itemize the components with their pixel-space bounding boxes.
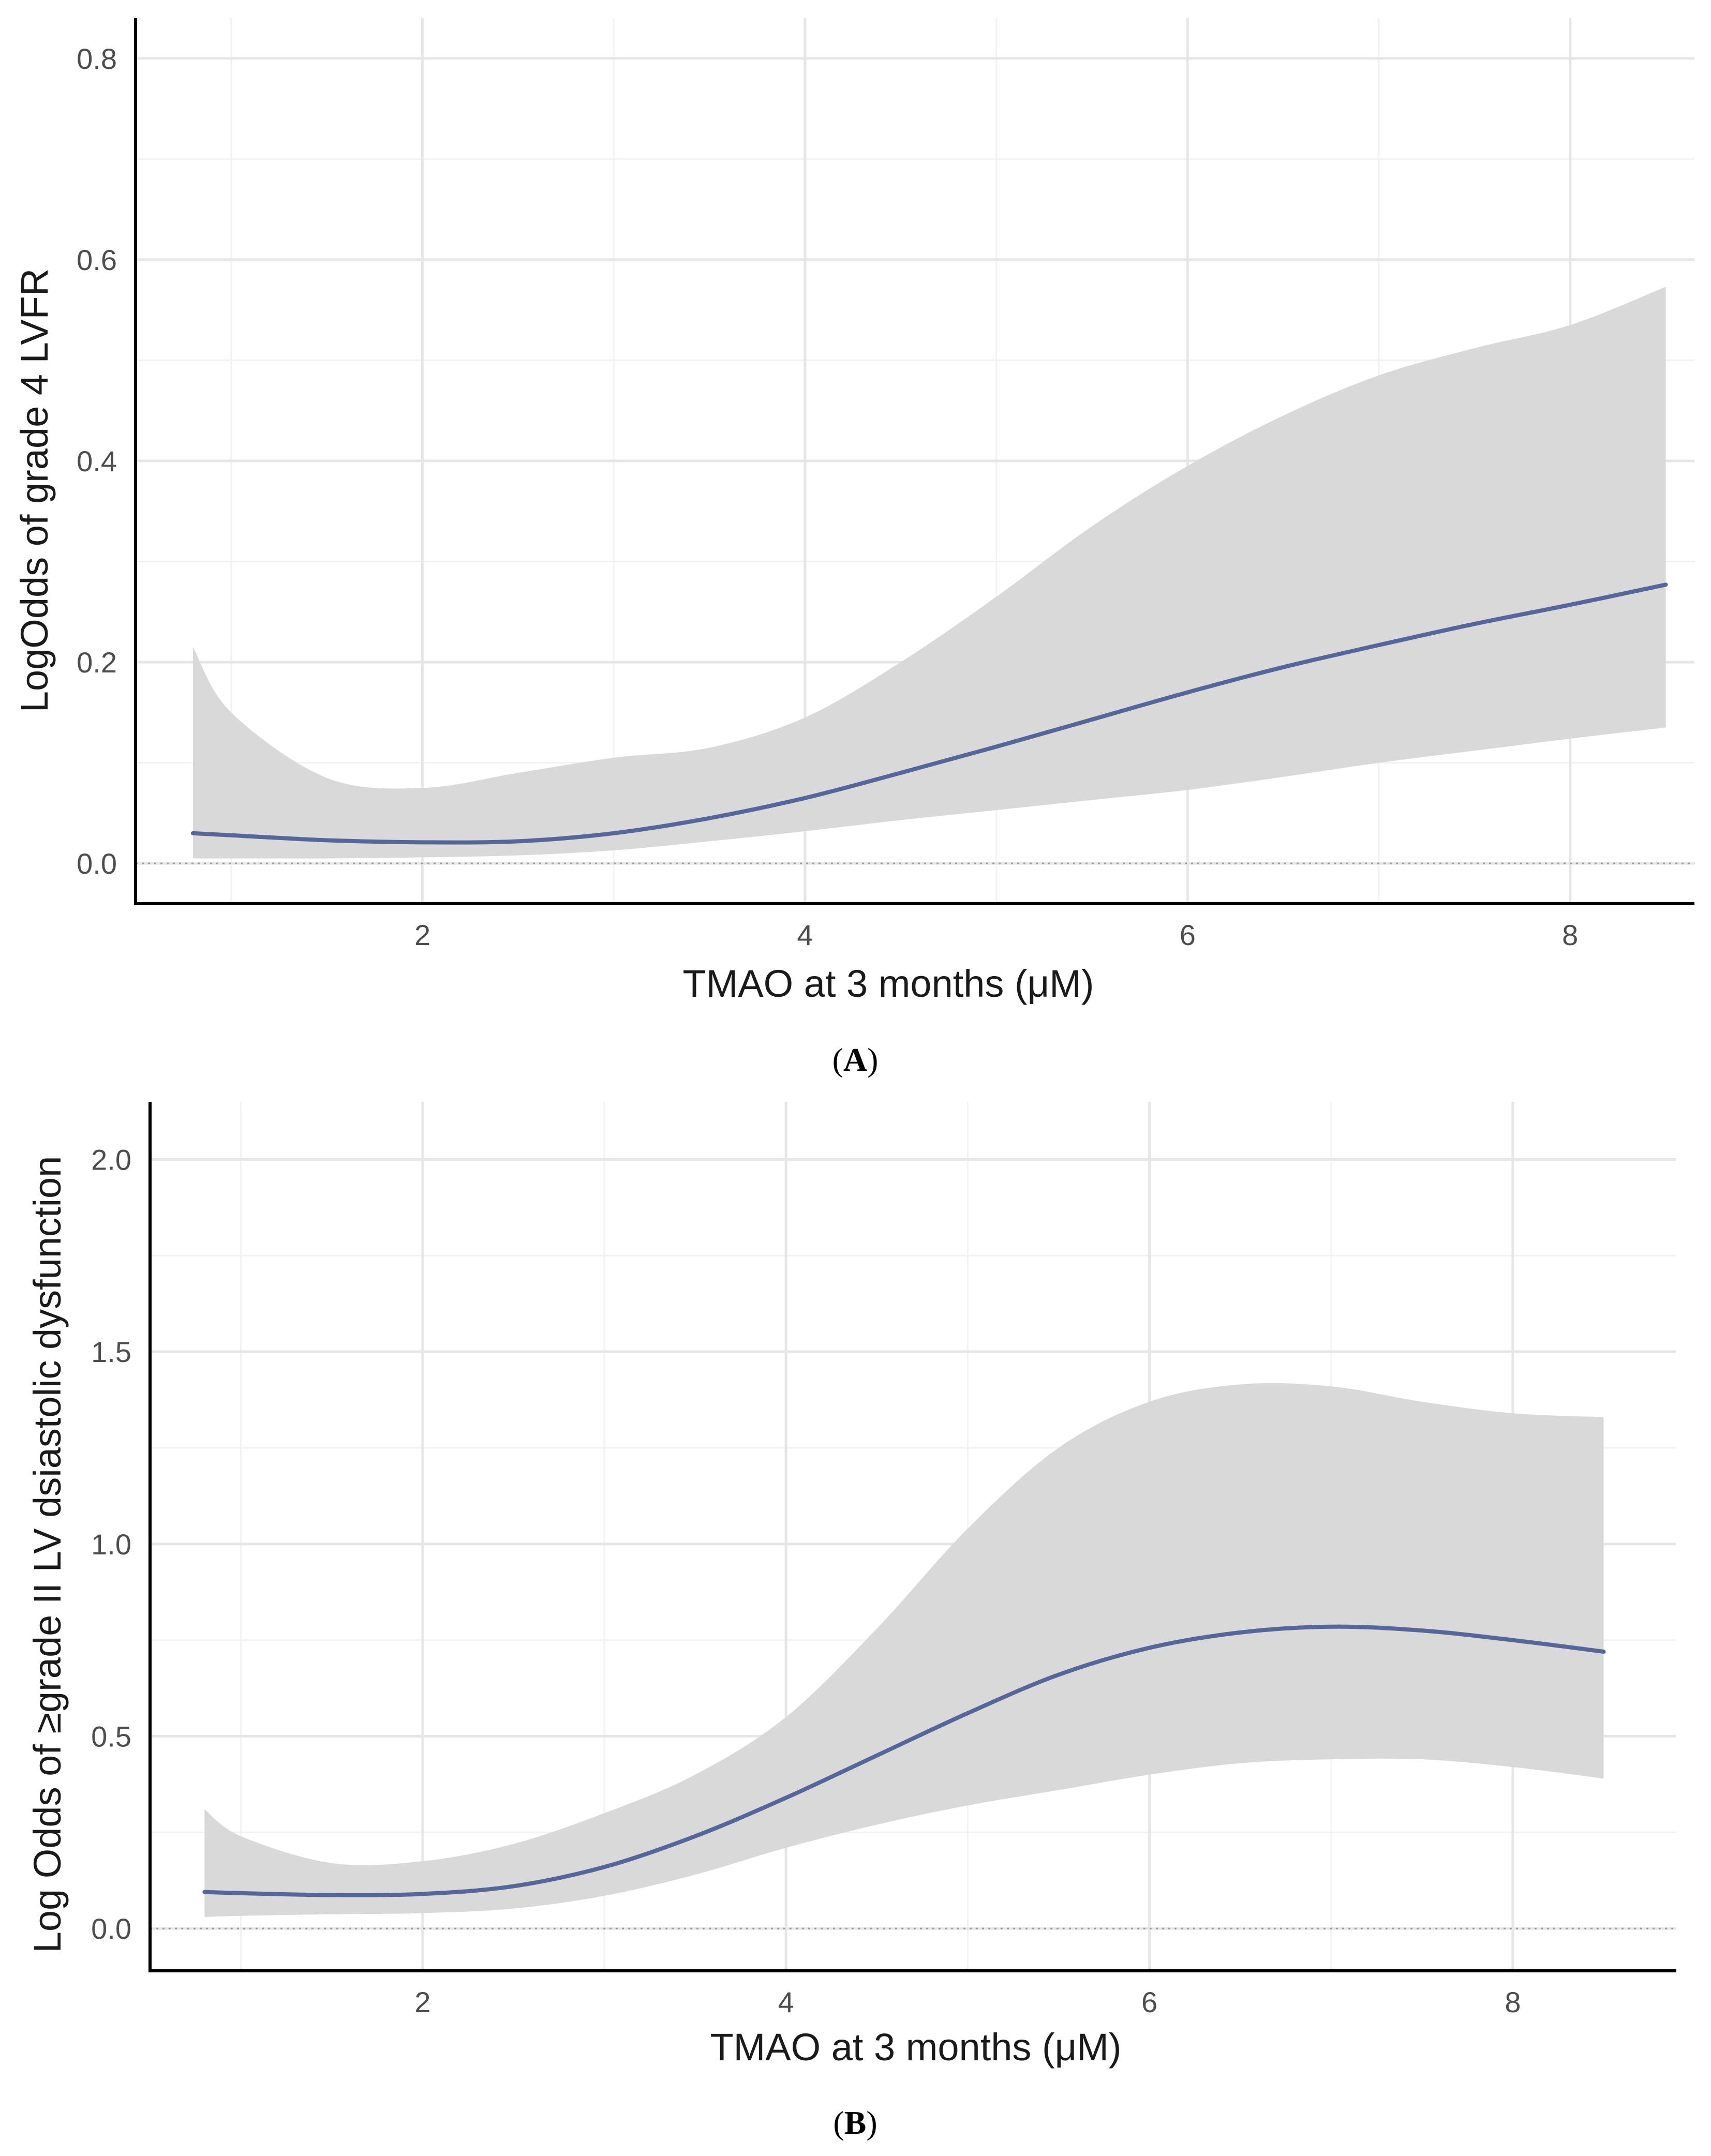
panel-a-x-tick-label: 6 <box>1180 919 1196 951</box>
panel-b-x-tick-label: 6 <box>1141 1986 1157 2018</box>
panel-b-letter: B <box>844 2104 867 2141</box>
panel-a-x-tick-label: 8 <box>1562 919 1578 951</box>
panel-b-estimate-line <box>202 1624 1606 1897</box>
chart-panel-a: 2 4 6 8 0.0 0.2 0.4 0.6 0.8 TMAO at 3 months (μM… <box>13 18 1694 1078</box>
panel-a-y-tick-label: 0.8 <box>77 42 117 75</box>
panel-b-y-tick-label: 1.0 <box>91 1528 131 1561</box>
panel-a-y-tick-label: 0.0 <box>77 847 117 880</box>
panel-a-axes <box>134 18 1694 905</box>
panel-a-letter: A <box>843 1041 867 1078</box>
panel-a-y-axis-title: LogOdds of grade 4 LVFR <box>13 268 56 712</box>
panel-a-y-tick-label: 0.6 <box>77 244 117 276</box>
panel-b-tick-labels: 2 4 6 8 0.0 0.5 1.0 1.5 2.0 <box>91 1144 1521 2018</box>
panel-a-x-axis-title: TMAO at 3 months (μM) <box>682 962 1094 1005</box>
panel-b-axes <box>148 1102 1676 1972</box>
panel-b-y-tick-label: 0.5 <box>91 1720 131 1753</box>
panel-a-x-tick-label: 4 <box>797 919 813 951</box>
panel-b-confidence-band <box>204 1383 1604 1917</box>
panel-a-confidence-band <box>192 287 1666 859</box>
panel-b-x-axis-title: TMAO at 3 months (μM) <box>710 2026 1121 2069</box>
panel-a-tick-labels: 2 4 6 8 0.0 0.2 0.4 0.6 0.8 <box>77 42 1578 951</box>
panel-b-x-tick-label: 2 <box>414 1986 430 2018</box>
panel-b-y-axis-title: Log Odds of ≥grade II LV dsiastolic dysf… <box>26 1156 69 1953</box>
chart-panel-b: 2 4 6 8 0.0 0.5 1.0 1.5 2.0 TMAO at 3 months (μM… <box>26 1102 1676 2141</box>
panel-b-x-tick-label: 4 <box>778 1986 794 2018</box>
panel-b-y-tick-label: 0.0 <box>91 1912 131 1945</box>
panel-b-label: (B) <box>833 2104 877 2141</box>
panel-a-label: (A) <box>832 1041 879 1078</box>
panel-a-y-tick-label: 0.2 <box>77 646 117 679</box>
panel-b-x-tick-label: 8 <box>1505 1986 1521 2018</box>
panel-a-y-tick-label: 0.4 <box>77 445 117 477</box>
panel-a-x-tick-label: 2 <box>414 919 430 951</box>
panel-a-estimate-line <box>190 582 1668 845</box>
panel-b-y-tick-label: 1.5 <box>91 1336 131 1368</box>
panel-b-y-tick-label: 2.0 <box>91 1144 131 1176</box>
